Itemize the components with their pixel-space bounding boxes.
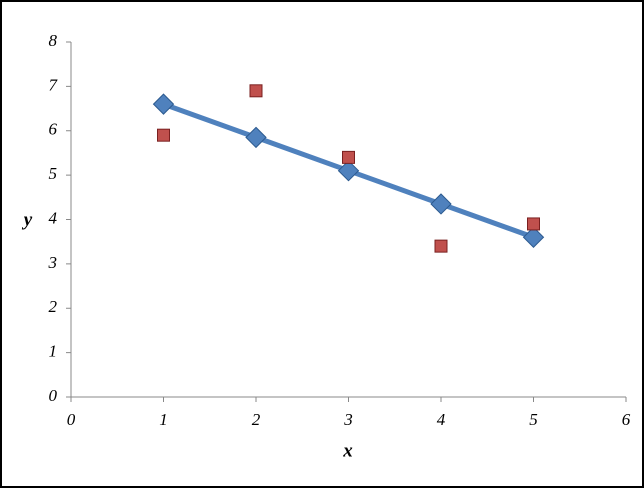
diamond-marker xyxy=(430,193,452,215)
y-tick-label: 6 xyxy=(49,120,58,139)
y-tick-label: 0 xyxy=(49,386,58,405)
x-tick-label: 3 xyxy=(343,410,353,429)
x-axis-title: x xyxy=(342,440,353,461)
diamond-marker xyxy=(337,159,360,182)
square-marker xyxy=(157,128,170,142)
square-marker xyxy=(249,84,263,98)
x-tick-label: 0 xyxy=(67,410,76,429)
y-tick-label: 4 xyxy=(49,208,58,227)
y-tick-label: 5 xyxy=(49,164,58,183)
y-tick-label: 8 xyxy=(49,31,58,50)
square-marker xyxy=(527,217,540,231)
x-tick-label: 6 xyxy=(622,410,631,429)
square-marker xyxy=(342,150,355,164)
y-tick-label: 7 xyxy=(49,75,59,94)
y-tick-label: 2 xyxy=(49,297,58,316)
diamond-marker xyxy=(152,93,175,115)
square-marker xyxy=(434,239,448,253)
x-tick-label: 2 xyxy=(252,410,261,429)
y-tick-label: 1 xyxy=(49,342,58,361)
y-axis-title: y xyxy=(22,209,33,230)
diamond-marker xyxy=(522,226,545,248)
diamond-marker xyxy=(245,126,267,149)
y-tick-label: 3 xyxy=(48,253,58,272)
x-tick-label: 4 xyxy=(437,410,446,429)
x-tick-label: 1 xyxy=(159,410,168,429)
x-tick-label: 5 xyxy=(529,410,538,429)
